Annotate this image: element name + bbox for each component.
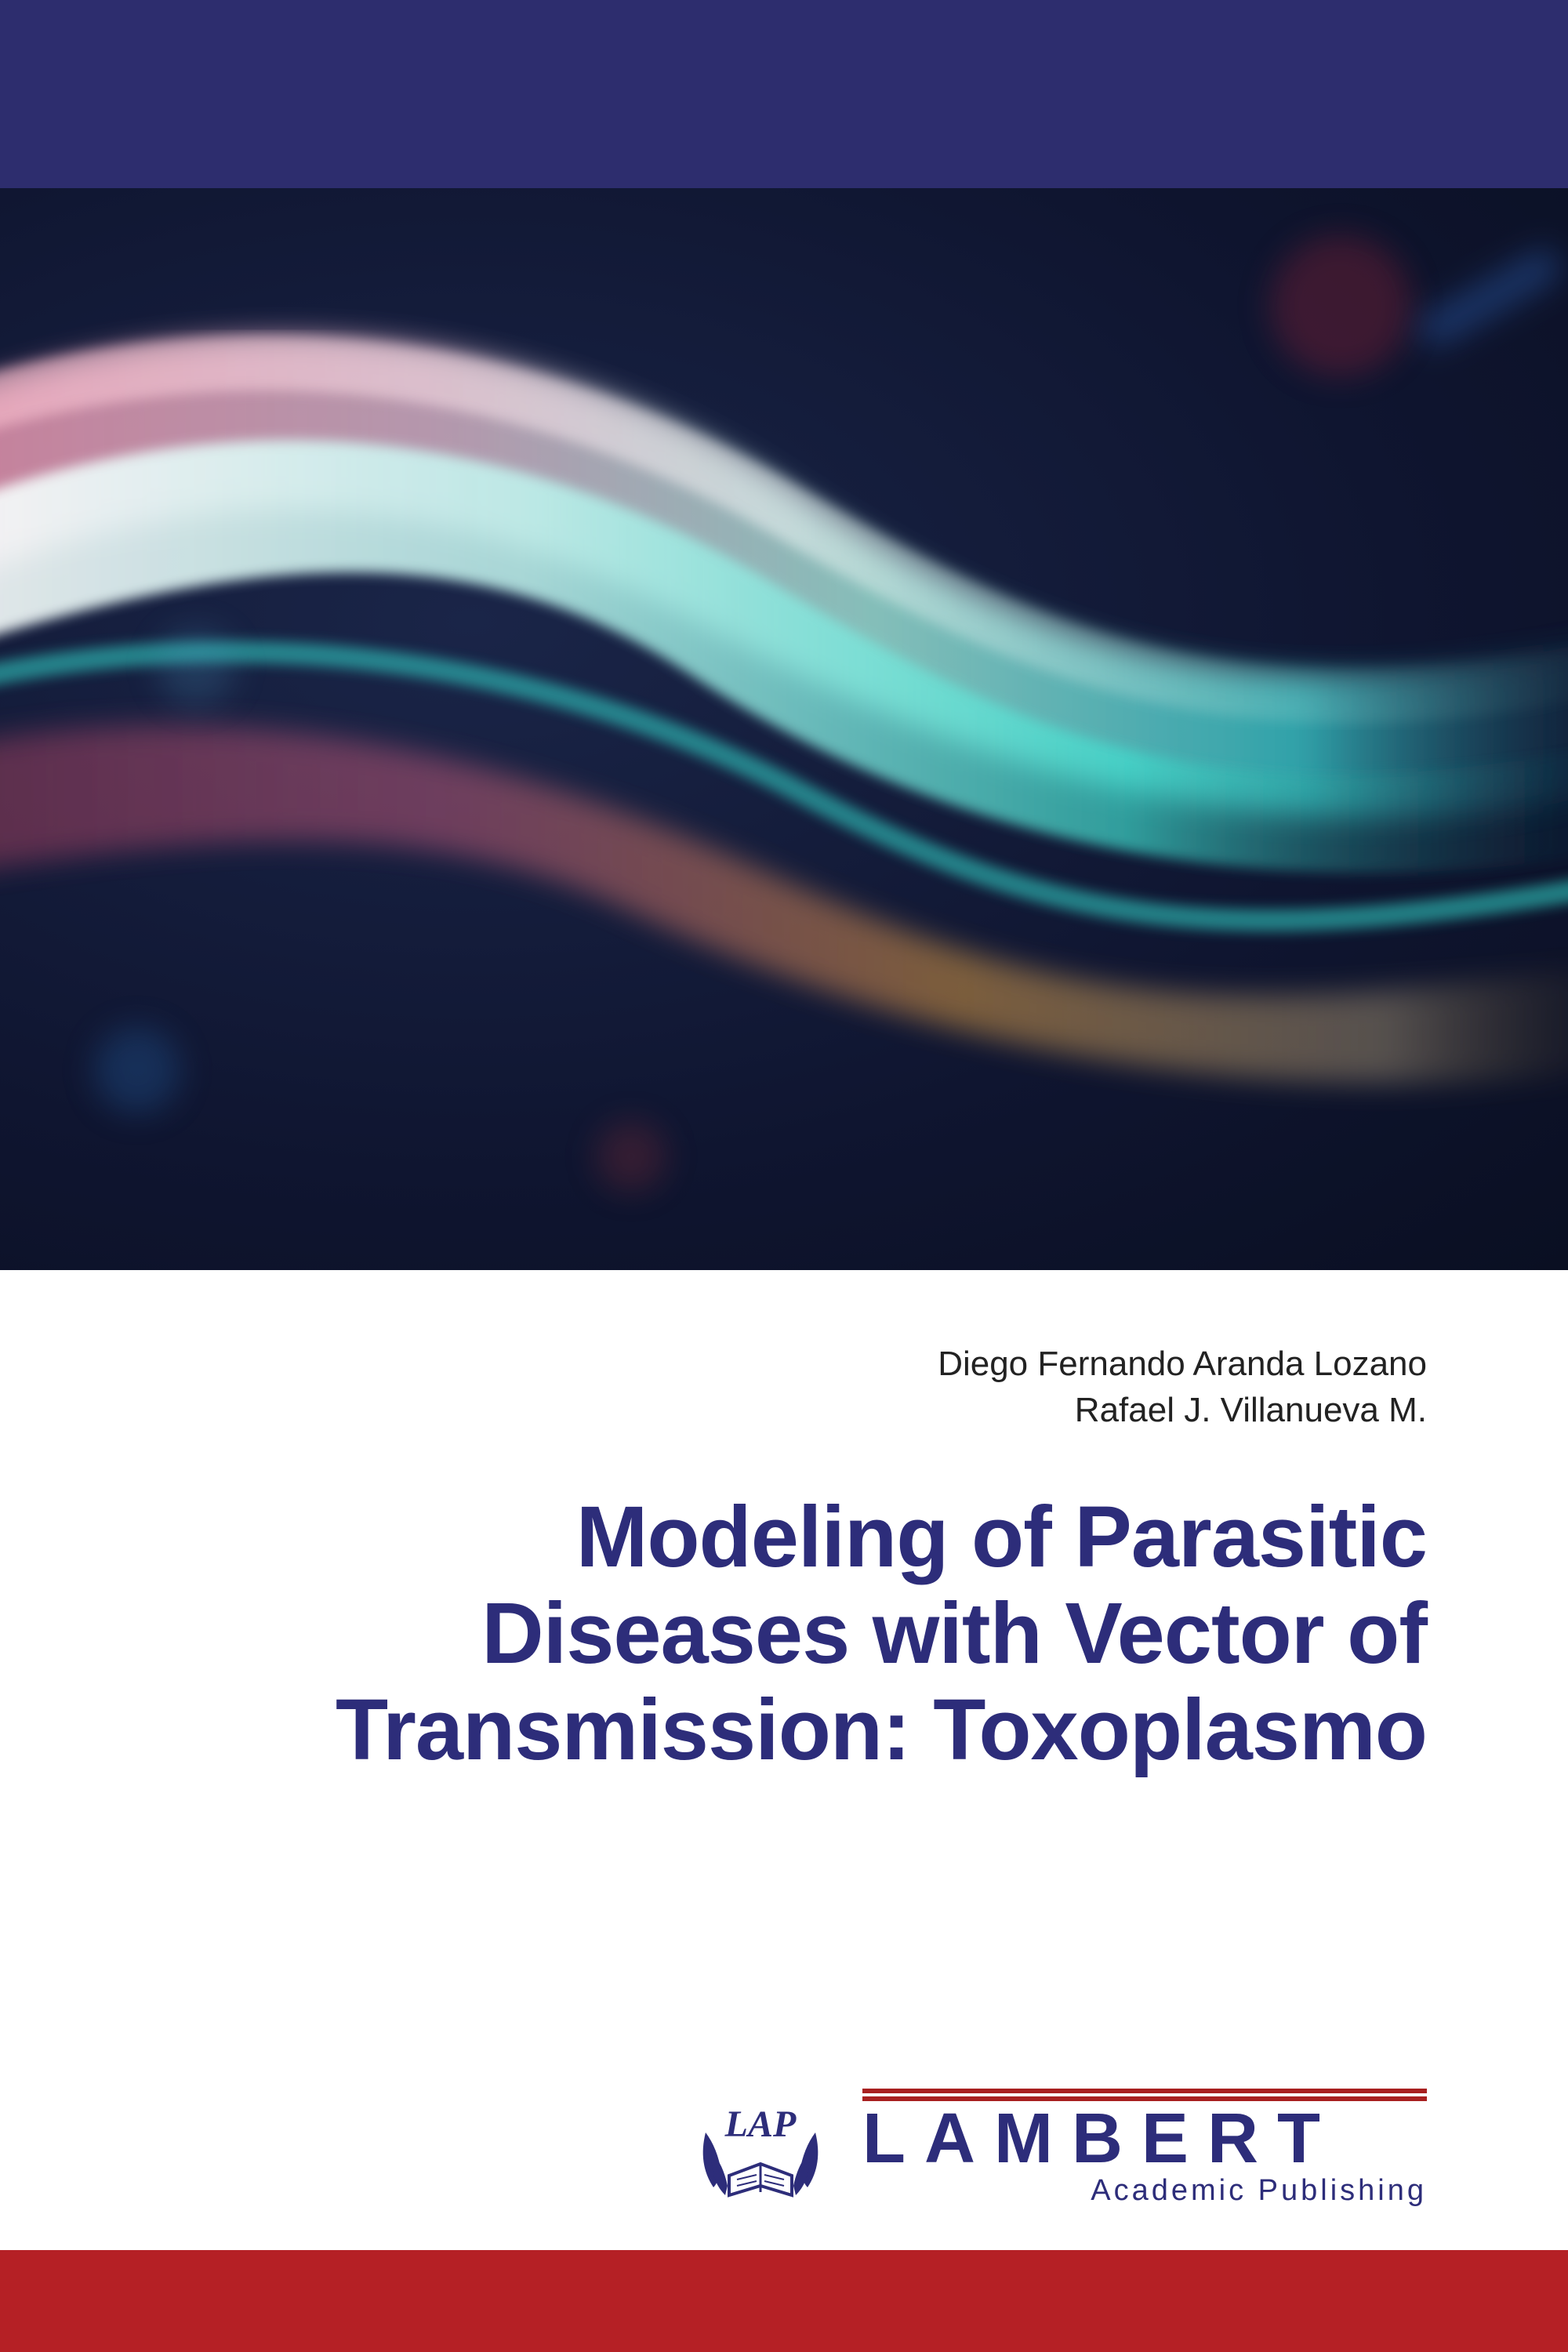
book-title: Modeling of Parasitic Diseases with Vect… — [141, 1489, 1427, 1779]
title-line-1: Modeling of Parasitic — [141, 1489, 1427, 1585]
publisher-badge-text: LAP — [724, 2103, 797, 2145]
title-line-3: Transmission: Toxoplasmo — [141, 1682, 1427, 1778]
bottom-band — [0, 2250, 1568, 2352]
author-line-2: Rafael J. Villanueva M. — [141, 1387, 1427, 1433]
bokeh-dot — [94, 1027, 180, 1113]
top-band — [0, 0, 1568, 188]
bokeh-dot — [157, 627, 235, 706]
title-line-2: Diseases with Vector of — [141, 1585, 1427, 1682]
publisher-subtitle: Academic Publishing — [862, 2174, 1427, 2208]
publisher-text-block: LAMBERT Academic Publishing — [862, 2089, 1427, 2208]
bokeh-dot — [596, 1121, 666, 1192]
publisher-emblem-icon: LAP — [682, 2085, 839, 2211]
authors-block: Diego Fernando Aranda Lozano Rafael J. V… — [141, 1341, 1427, 1434]
publisher-name: LAMBERT — [862, 2107, 1427, 2171]
wave-graphic — [0, 188, 1568, 1270]
hero-abstract-wave-image — [0, 188, 1568, 1270]
publisher-logo-block: LAP LAMBERT Academic Publishing — [682, 2085, 1427, 2211]
content-area: Diego Fernando Aranda Lozano Rafael J. V… — [0, 1270, 1568, 1778]
bokeh-dot — [1270, 235, 1411, 376]
author-line-1: Diego Fernando Aranda Lozano — [141, 1341, 1427, 1387]
